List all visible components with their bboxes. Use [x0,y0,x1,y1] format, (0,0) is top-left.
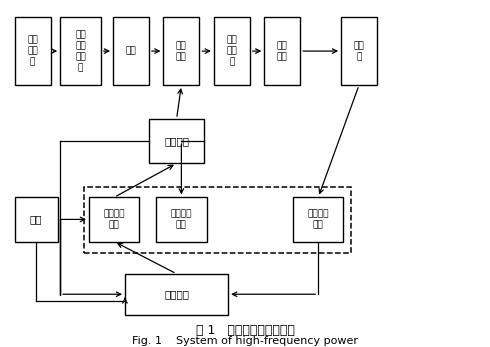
Text: 图 1   高频电源的系统框图: 图 1 高频电源的系统框图 [196,324,294,337]
Bar [125,274,228,315]
Bar [60,17,101,85]
Text: 全桥
逆变: 全桥 逆变 [176,41,187,61]
Bar [156,197,207,242]
Bar [15,17,50,85]
Bar [163,17,199,85]
Text: 信号采集
电路: 信号采集 电路 [308,209,329,229]
Text: 三相
交流
电: 三相 交流 电 [27,35,38,67]
Bar [149,119,204,163]
Text: 除尘
器: 除尘 器 [354,41,365,61]
Bar [15,197,58,242]
Bar [89,197,139,242]
Bar [84,187,351,253]
Text: Fig. 1    System of high-frequency power: Fig. 1 System of high-frequency power [132,336,358,346]
Bar [113,17,149,85]
Bar [341,17,377,85]
Text: 故障反馈
电路: 故障反馈 电路 [171,209,192,229]
Text: 主控电路: 主控电路 [164,289,189,299]
Bar [293,197,343,242]
Text: 滤波: 滤波 [125,46,136,56]
Text: 电源: 电源 [30,214,42,225]
Text: 高压
整流: 高压 整流 [277,41,288,61]
Text: 高频
变压
器: 高频 变压 器 [226,35,237,67]
Bar [264,17,300,85]
Text: 三相
不可
控整
流: 三相 不可 控整 流 [75,30,86,72]
Bar [214,17,250,85]
Text: 驱动电路: 驱动电路 [164,136,189,146]
Text: 升压调理
电路: 升压调理 电路 [103,209,125,229]
